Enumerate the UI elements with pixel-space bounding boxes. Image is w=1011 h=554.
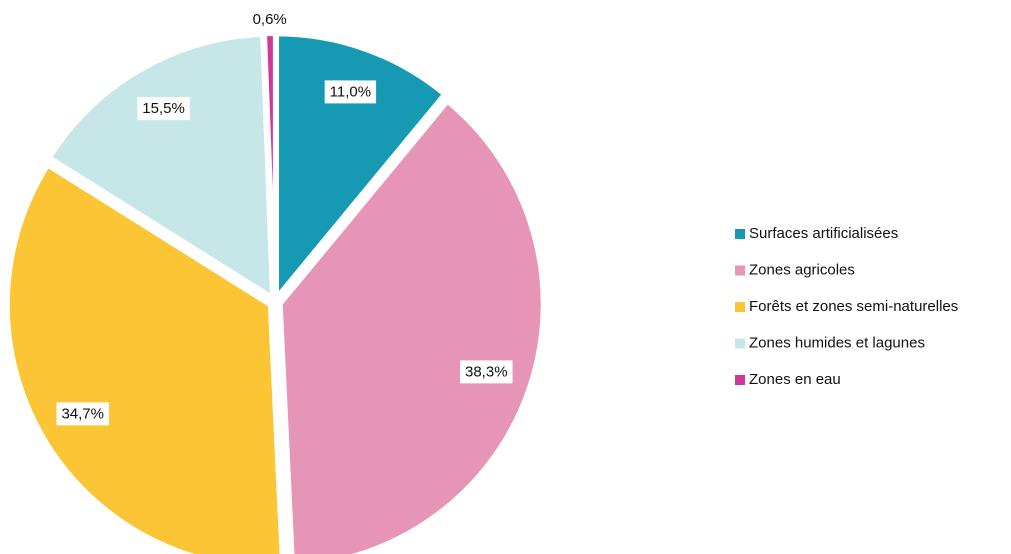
legend-label: Surfaces artificialisées [749, 225, 898, 242]
data-label-box [56, 402, 109, 426]
data-label-text: 34,7% [61, 405, 104, 422]
data-label-text: 15,5% [142, 100, 185, 117]
pie-slice [262, 32, 277, 297]
legend-label: Zones humides et lagunes [749, 334, 925, 351]
data-label-box [137, 97, 190, 121]
legend-swatch [735, 265, 745, 276]
data-label: 15,5% [137, 97, 190, 121]
legend-swatch [735, 375, 745, 385]
data-label-text: 0,6% [253, 11, 287, 28]
legend-swatch [735, 338, 745, 349]
pie-slice [278, 99, 545, 554]
legend-label: Forêts et zones semi-naturelles [749, 298, 958, 315]
pie-slice [275, 32, 447, 302]
data-label-text: 38,3% [465, 363, 508, 380]
data-label: 11,0% [324, 80, 377, 104]
pie-slice [5, 163, 284, 554]
pie-slice [47, 32, 275, 301]
data-label: 0,6% [253, 11, 287, 28]
data-label-box [460, 360, 513, 384]
data-label-text: 11,0% [330, 83, 371, 100]
legend-label: Zones agricoles [749, 261, 855, 278]
legend-swatch [735, 302, 745, 312]
data-label-box [324, 80, 377, 104]
legend-label: Zones en eau [749, 371, 841, 388]
legend-swatch [735, 229, 745, 239]
data-label: 34,7% [56, 402, 109, 426]
data-label: 38,3% [460, 360, 513, 384]
